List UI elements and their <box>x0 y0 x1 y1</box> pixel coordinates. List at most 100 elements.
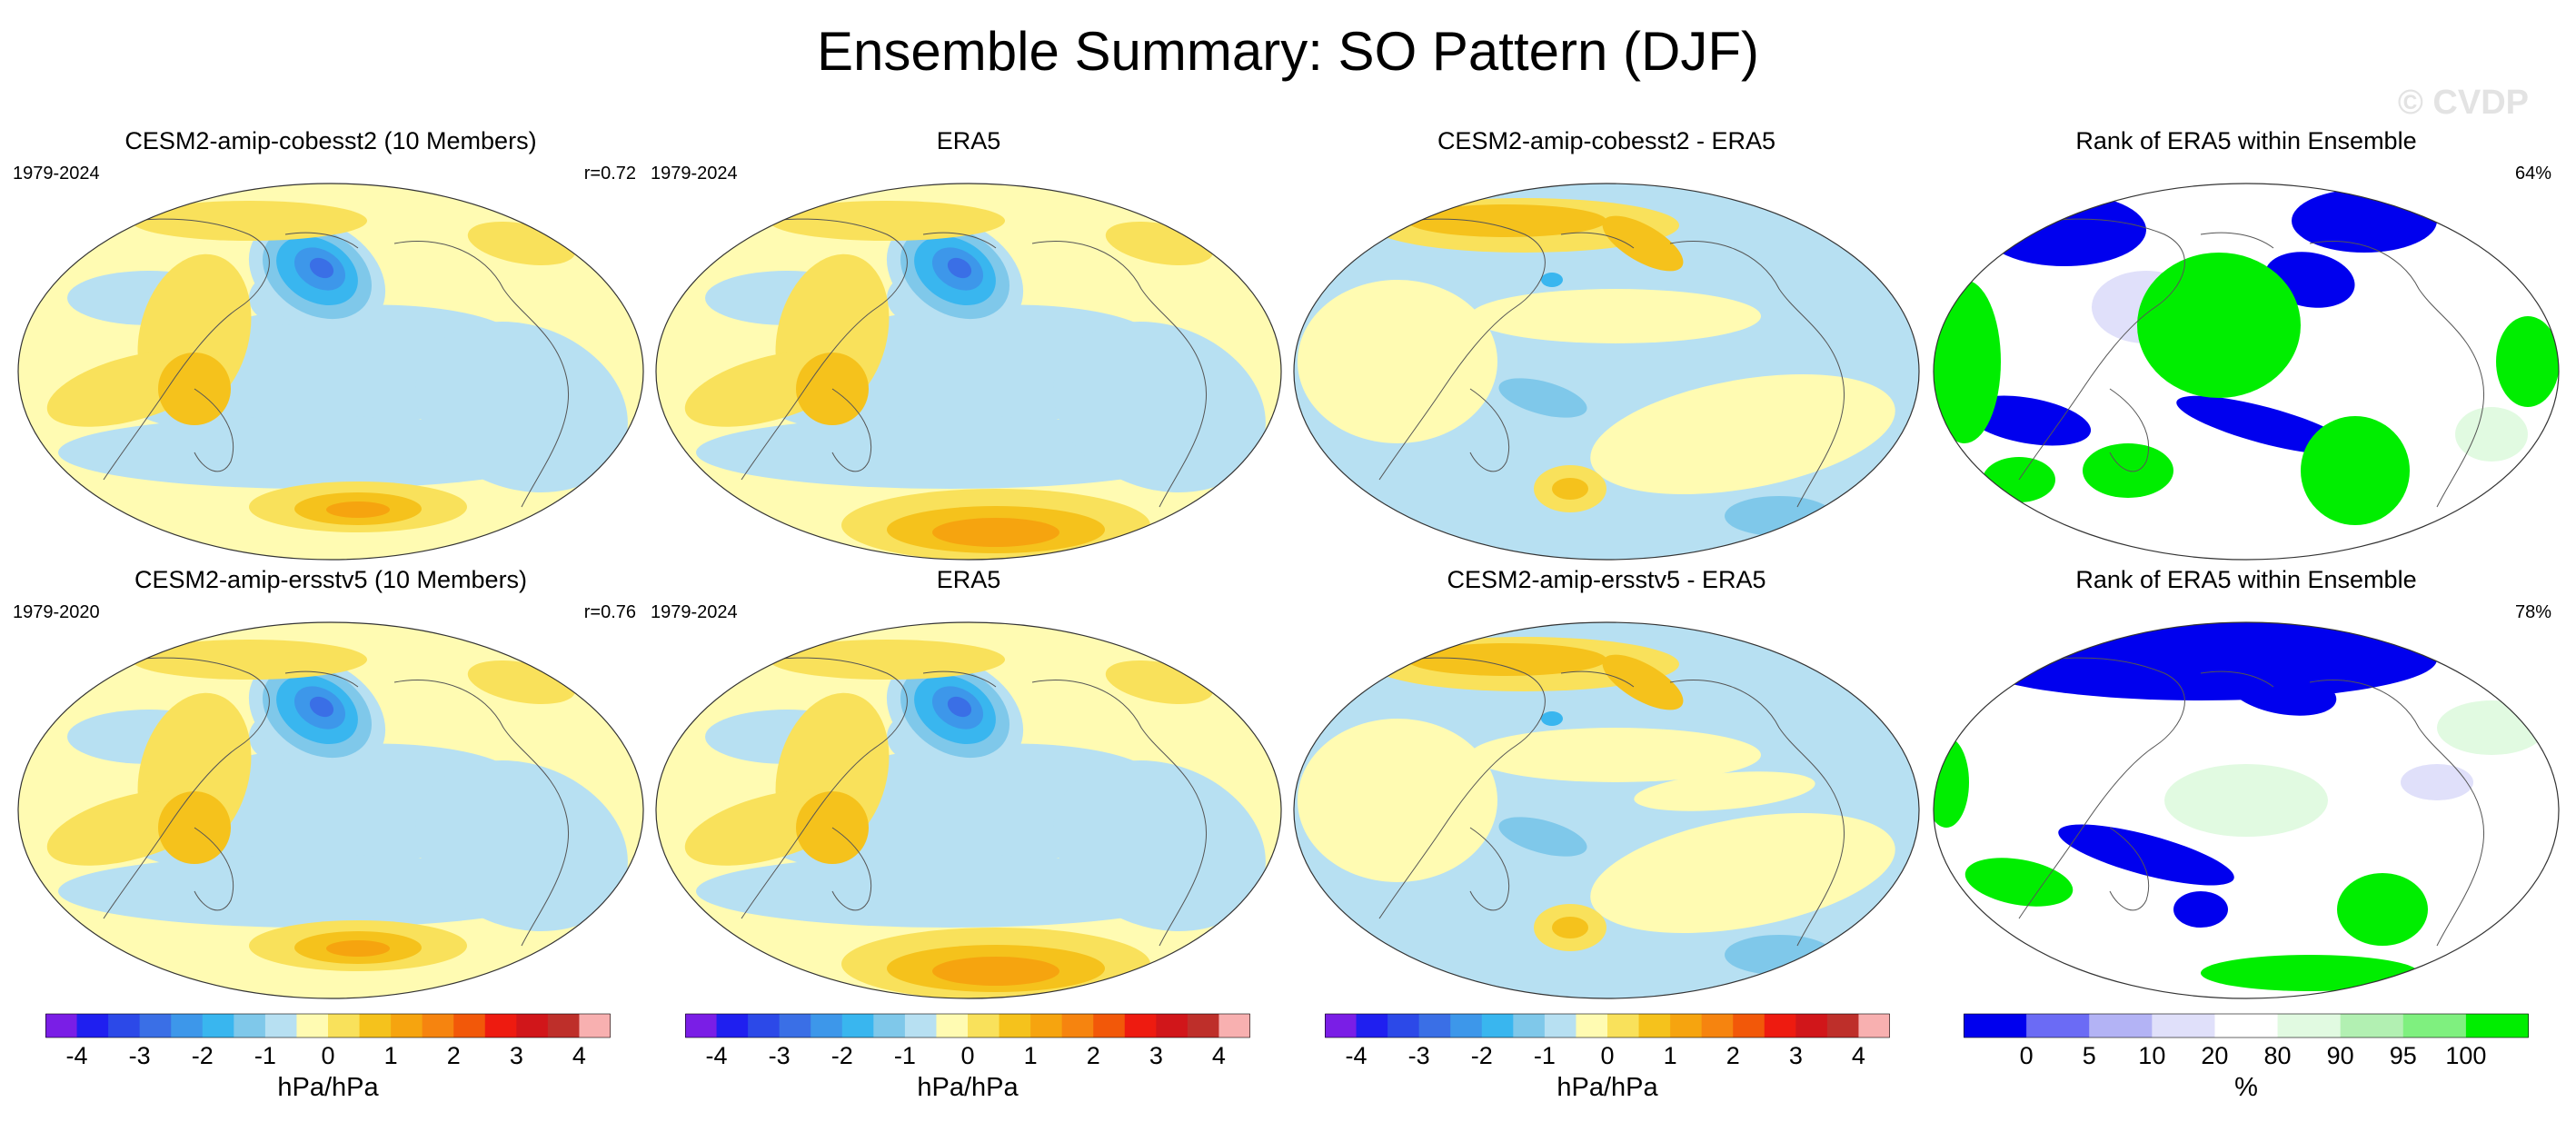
positive-region <box>131 201 367 241</box>
high-rank-region <box>2201 955 2419 991</box>
globe-outline <box>1293 183 1920 561</box>
colorbar-swatch <box>1156 1014 1189 1038</box>
colorbar-swatch <box>45 1014 78 1038</box>
colorbar-2: -4 -3 -2 -1 0 1 2 3 4 hPa/hPa <box>685 1013 1250 1102</box>
pacific-low <box>947 696 972 718</box>
colorbar-swatch <box>391 1014 423 1038</box>
globe-outline <box>17 183 644 561</box>
colorbar-tick-label: 1 <box>1023 1042 1038 1069</box>
positive-region <box>1590 373 1895 495</box>
colorbar-tick-label: 1 <box>383 1042 398 1069</box>
colorbar-swatch <box>484 1014 517 1038</box>
colorbar-swatch <box>1124 1014 1157 1038</box>
panel-title: CESM2-amip-cobesst2 - ERA5 <box>1437 127 1776 154</box>
negative-region <box>1725 935 1834 975</box>
coastlines <box>1351 218 1845 508</box>
colorbar-swatch <box>841 1014 874 1038</box>
colorbar-tick-label: 0 <box>960 1042 975 1069</box>
colorbar-strip <box>685 1013 1250 1038</box>
colorbar-tick-label: 95 <box>2389 1042 2417 1069</box>
colorbar-swatch <box>1826 1014 1859 1038</box>
positive-region <box>1298 719 1497 882</box>
globe-map <box>655 621 1282 999</box>
low-rank-region <box>2058 824 2234 886</box>
colorbar-swatch <box>1093 1014 1126 1038</box>
globe-outline <box>655 621 1282 999</box>
low-rank-region <box>2173 891 2228 928</box>
colorbar-frame <box>1325 1013 1890 1038</box>
colorbar-strip <box>1964 1013 2529 1038</box>
colorbar-swatch <box>264 1014 297 1038</box>
colorbar-tick-label: 4 <box>1211 1042 1226 1069</box>
colorbar-swatch <box>1795 1014 1828 1038</box>
high-rank-region <box>2437 700 2546 755</box>
positive-region <box>1590 812 1895 934</box>
colorbar-swatch <box>359 1014 392 1038</box>
positive-region <box>1552 478 1588 500</box>
map-field <box>1294 184 1919 560</box>
colorbar-tick-label: 3 <box>1149 1042 1163 1069</box>
rank-percent-label: 64% <box>2514 164 2551 184</box>
positive-region <box>131 640 367 680</box>
positive-region <box>1602 654 1684 710</box>
colorbar-swatch <box>2089 1014 2153 1038</box>
colorbar-strip <box>1325 1013 1890 1038</box>
colorbar-label: % <box>2234 1073 2258 1102</box>
colorbar-swatch <box>108 1014 141 1038</box>
watermark: © CVDP <box>2397 84 2529 122</box>
panel-title: CESM2-amip-cobesst2 (10 Members) <box>124 127 537 154</box>
colorbar-tick-label: 90 <box>2326 1042 2354 1069</box>
colorbar-tick-label: -3 <box>128 1042 151 1069</box>
positive-region <box>1407 204 1606 237</box>
colorbar-tick-label: -4 <box>705 1042 728 1069</box>
high-rank-region <box>1934 280 2001 443</box>
colorbar-label: hPa/hPa <box>277 1073 379 1102</box>
panel-top-2: ERA5 1979-2024 <box>651 127 1287 563</box>
colorbar-swatch <box>2340 1014 2404 1038</box>
panel-title: ERA5 <box>936 127 1001 154</box>
colorbar-swatch <box>1733 1014 1765 1038</box>
coastlines <box>75 657 569 947</box>
coastlines <box>713 218 1207 508</box>
colorbar-swatch <box>968 1014 1000 1038</box>
map-field <box>656 184 1281 560</box>
colorbar-swatch <box>1858 1014 1890 1038</box>
high-rank-region <box>2137 253 2301 398</box>
globe-outline <box>1293 621 1920 999</box>
colorbar-tick-label: 2 <box>1726 1042 1740 1069</box>
negative-region <box>1541 273 1563 287</box>
panel-bottom-4: Rank of ERA5 within Ensemble 78% <box>1928 566 2564 1002</box>
coastlines <box>713 657 1207 947</box>
globe-map <box>1293 183 1920 561</box>
high-rank-region <box>2455 407 2528 462</box>
positive-region <box>1298 280 1497 443</box>
panel-top-1: CESM2-amip-cobesst2 (10 Members) 1979-20… <box>13 127 649 563</box>
colorbar-swatch <box>1544 1014 1576 1038</box>
colorbar-swatch <box>1764 1014 1796 1038</box>
panel-title: ERA5 <box>936 566 1001 593</box>
colorbar-swatch <box>1418 1014 1451 1038</box>
colorbar-swatch <box>2465 1014 2529 1038</box>
coastlines <box>1991 218 2484 508</box>
colorbar-swatch <box>234 1014 266 1038</box>
negative-region <box>1541 711 1563 726</box>
colorbar-3: -4 -3 -2 -1 0 1 2 3 4 hPa/hPa <box>1325 1013 1890 1102</box>
colorbar-tick-label: 80 <box>2263 1042 2292 1069</box>
positive-region <box>1634 771 1815 811</box>
positive-region <box>1407 643 1606 676</box>
colorbar-swatch <box>453 1014 486 1038</box>
positive-region <box>769 201 1005 241</box>
panel-title: CESM2-amip-ersstv5 - ERA5 <box>1447 566 1766 593</box>
colorbar-1: -4 -3 -2 -1 0 1 2 3 4 hPa/hPa <box>45 1013 611 1102</box>
colorbar-swatch <box>779 1014 811 1038</box>
positive-region <box>1602 215 1684 272</box>
colorbar-tick-label: -2 <box>191 1042 214 1069</box>
positive-region <box>769 640 1005 680</box>
globe-map <box>17 621 644 999</box>
rank-percent-label: 78% <box>2514 602 2551 622</box>
colorbar-label: hPa/hPa <box>1557 1073 1658 1102</box>
map-field <box>1294 622 1919 998</box>
colorbar-tick-label: -1 <box>893 1042 916 1069</box>
globe-outline <box>1933 183 2560 561</box>
globe-map <box>1933 621 2560 999</box>
